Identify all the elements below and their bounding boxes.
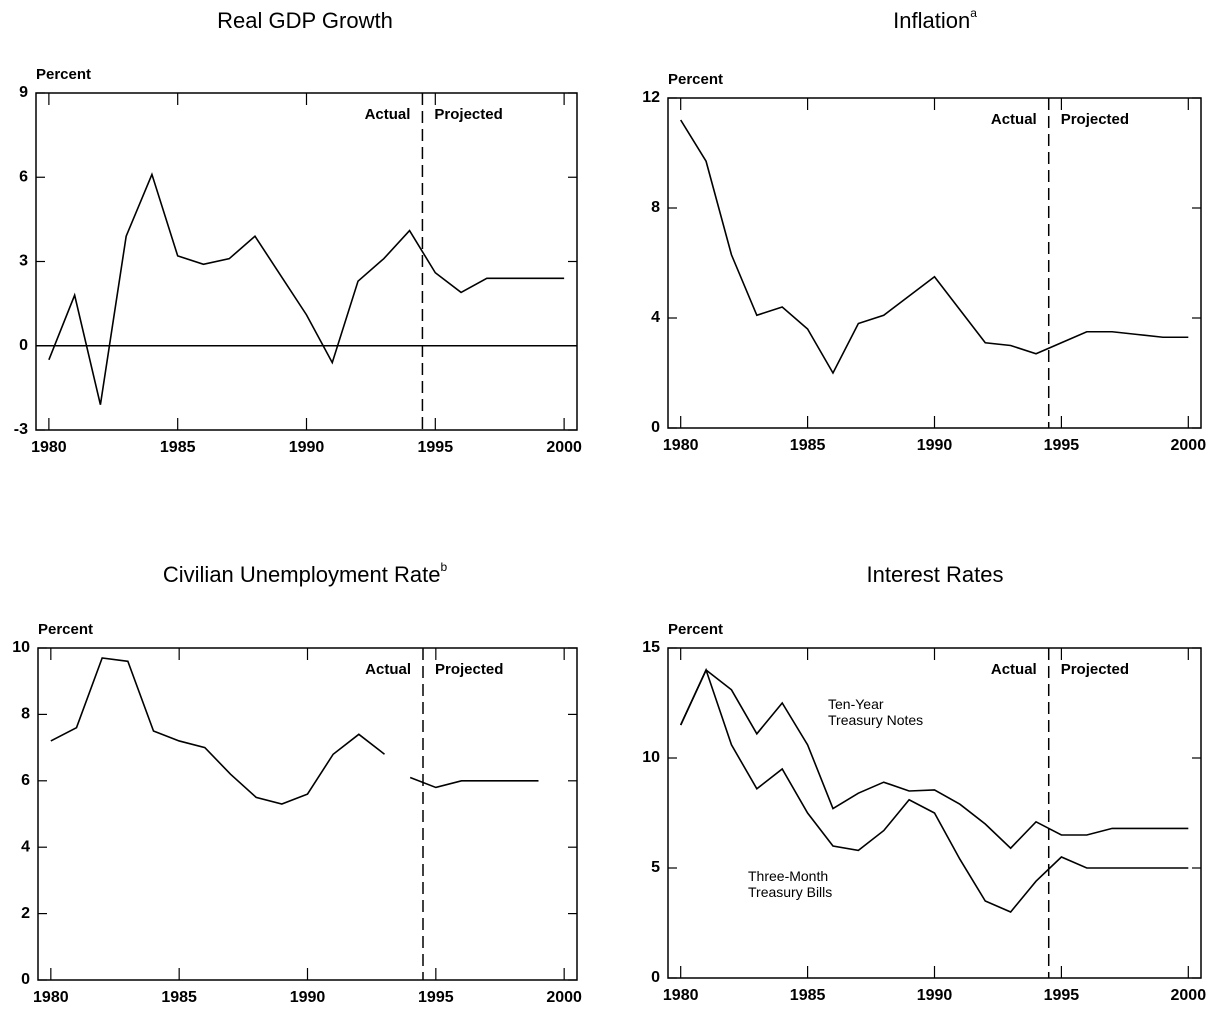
x-tick-label: 1995 — [1044, 987, 1080, 1004]
title-text: Civilian Unemployment Rate — [163, 562, 441, 587]
x-tick-label: 1985 — [161, 989, 197, 1006]
y-tick-label: 9 — [19, 84, 28, 101]
x-tick-label: 1990 — [917, 987, 953, 1004]
annotation: Projected — [434, 106, 502, 123]
chart-title: Real GDP Growth — [217, 8, 393, 33]
series-label-line: Ten-Year — [828, 696, 887, 712]
x-tick-label: 1980 — [31, 439, 67, 456]
plot-frame — [35, 92, 578, 431]
title-superscript: a — [970, 6, 977, 20]
series-label: Ten-Year Treasury Notes — [828, 696, 923, 728]
title-text: Inflation — [893, 8, 970, 33]
series-label-line: Three-Month — [748, 868, 832, 884]
y-tick-label: 0 — [651, 969, 660, 986]
series-line — [679, 668, 1189, 850]
x-tick-label: 1995 — [1044, 437, 1080, 454]
x-tick-label: 1985 — [790, 437, 826, 454]
y-axis-label: Percent — [36, 66, 91, 83]
y-tick-label: 10 — [642, 749, 660, 766]
y-tick-label: 5 — [651, 859, 660, 876]
series-label: Three-Month Treasury Bills — [748, 868, 832, 900]
title-text: Real GDP Growth — [217, 8, 393, 33]
x-tick-label: 2000 — [546, 439, 582, 456]
series-line — [409, 776, 539, 789]
series-label-line: Treasury Bills — [748, 884, 832, 900]
y-axis-label: Percent — [668, 621, 723, 638]
series-line — [48, 172, 565, 405]
x-tick-label: 1995 — [418, 439, 454, 456]
x-tick-label: 2000 — [546, 989, 582, 1006]
x-tick-label: 1980 — [663, 437, 699, 454]
title-text: Interest Rates — [867, 562, 1004, 587]
x-tick-label: 2000 — [1171, 437, 1207, 454]
annotation: Projected — [1061, 661, 1129, 678]
y-tick-label: 8 — [21, 706, 30, 723]
y-tick-label: 0 — [21, 971, 30, 988]
y-tick-label: 4 — [651, 309, 660, 326]
annotation: Projected — [1061, 111, 1129, 128]
y-tick-label: 6 — [19, 168, 28, 185]
title-superscript: b — [440, 560, 447, 574]
plot-frame — [37, 647, 578, 981]
x-tick-label: 1995 — [418, 989, 454, 1006]
series-line — [679, 667, 1189, 913]
annotation: Projected — [435, 661, 503, 678]
x-tick-label: 1990 — [917, 437, 953, 454]
y-tick-label: 6 — [21, 772, 30, 789]
annotation: Actual — [991, 111, 1037, 128]
y-tick-label: -3 — [14, 421, 28, 438]
x-tick-label: 1985 — [790, 987, 826, 1004]
chart-title: Interest Rates — [867, 562, 1004, 587]
chart-title: Civilian Unemployment Rateb — [163, 560, 448, 587]
x-tick-label: 1985 — [160, 439, 196, 456]
annotation: Actual — [991, 661, 1037, 678]
y-axis-label: Percent — [38, 621, 93, 638]
y-tick-label: 2 — [21, 905, 30, 922]
y-axis-label: Percent — [668, 71, 723, 88]
y-tick-label: 8 — [651, 199, 660, 216]
y-tick-label: 12 — [642, 89, 660, 106]
y-tick-label: 3 — [19, 253, 28, 270]
y-tick-label: 0 — [651, 419, 660, 436]
y-tick-label: 10 — [12, 639, 30, 656]
annotation: Actual — [365, 661, 411, 678]
x-tick-label: 1990 — [290, 989, 326, 1006]
series-label-line: Treasury Notes — [828, 712, 923, 728]
x-tick-label: 1990 — [289, 439, 325, 456]
series-line — [680, 119, 1189, 375]
plot-frame — [667, 97, 1202, 429]
annotation: Actual — [365, 106, 411, 123]
x-tick-label: 2000 — [1171, 987, 1207, 1004]
y-tick-label: 4 — [21, 838, 30, 855]
y-tick-label: 0 — [19, 337, 28, 354]
chart-title: Inflationa — [893, 6, 977, 33]
x-tick-label: 1980 — [33, 989, 69, 1006]
y-tick-label: 15 — [642, 639, 660, 656]
series-line — [50, 657, 385, 805]
x-tick-label: 1980 — [663, 987, 699, 1004]
